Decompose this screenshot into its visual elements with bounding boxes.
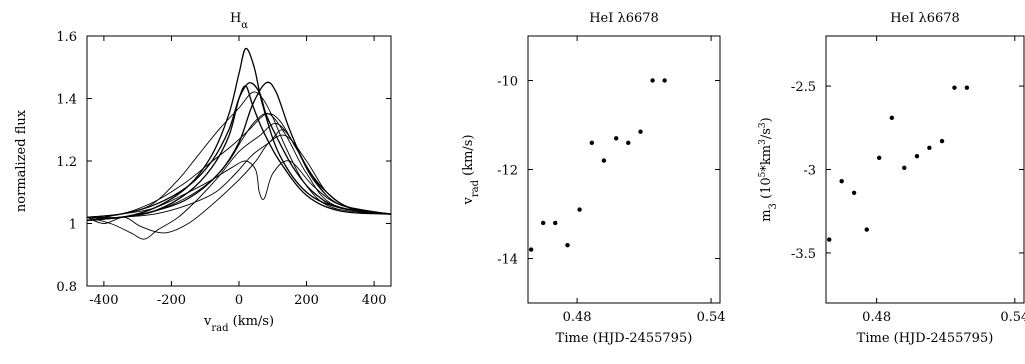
profile-line-10 <box>87 91 391 221</box>
profile-line-2 <box>87 47 391 219</box>
x-tick-label: -400 <box>89 293 118 308</box>
data-point <box>589 140 595 145</box>
y-tick-label: -2.5 <box>791 80 816 95</box>
data-point <box>851 190 857 196</box>
data-point <box>939 138 945 144</box>
chart-panel-1: -400 -200 0 200 400 0.8 1 1.2 1.4 1.6 Hα vrad (km/s… <box>14 11 392 334</box>
y-tick-label: -3 <box>803 164 816 179</box>
profile-line-7 <box>87 134 391 234</box>
profile-line-5 <box>87 160 391 218</box>
data-point <box>565 242 570 248</box>
plot-frame <box>825 35 1025 304</box>
chart-panel-3: 0.48 0.54 -3.5 -3 -2.5 HeI λ6678 Time (HJD-245… <box>758 11 1025 346</box>
x-tick-label: 0.48 <box>862 310 891 325</box>
data-point <box>528 247 534 252</box>
data-layer <box>87 47 391 240</box>
x-tick-label: 0.48 <box>563 310 592 325</box>
x-axis-label: Time (HJD-2455795) <box>857 331 994 346</box>
profile-line-3 <box>87 82 391 218</box>
chart-title: Hα <box>230 11 248 31</box>
data-point <box>553 220 558 226</box>
profile-line-9 <box>87 113 391 218</box>
data-layer <box>528 78 667 252</box>
data-point <box>927 145 932 151</box>
y-tick-label: -14 <box>497 253 518 268</box>
data-point <box>650 78 655 83</box>
data-point <box>839 178 844 184</box>
y-tick-label: -10 <box>497 75 518 90</box>
y-tick-label: -3.5 <box>791 247 816 262</box>
data-point <box>864 227 869 232</box>
y-tick-label: 1.6 <box>56 30 77 45</box>
y-tick-label: -12 <box>497 164 518 179</box>
data-layer <box>827 85 970 242</box>
x-tick-label: 0 <box>235 293 243 308</box>
data-point <box>876 155 882 161</box>
x-tick-label: 200 <box>294 293 319 308</box>
y-axis-label: normalized flux <box>14 109 29 212</box>
data-point <box>613 136 619 141</box>
data-point <box>662 78 667 83</box>
data-point <box>914 153 920 159</box>
y-axis-label: m3 (105*km3/s3) <box>758 117 779 222</box>
data-point <box>577 207 582 212</box>
chart-title: HeI λ6678 <box>890 11 960 26</box>
chart-panel-2: 0.48 0.54 -14 -12 -10 HeI λ6678 Time (HJD-2455… <box>461 11 726 346</box>
profile-line-1 <box>87 85 391 222</box>
y-axis-label: vrad (km/s) <box>461 134 481 205</box>
x-tick-label: 400 <box>362 293 387 308</box>
data-point <box>964 85 970 90</box>
profile-line-6 <box>87 123 391 240</box>
plot-frame <box>527 35 721 304</box>
y-tick-label: 1 <box>69 218 77 233</box>
y-tick-label: 1.4 <box>56 93 77 108</box>
data-point <box>540 220 546 226</box>
profile-line-11 <box>87 112 391 219</box>
x-tick-label: 0.54 <box>697 310 726 325</box>
data-point <box>952 85 957 90</box>
data-point <box>889 115 895 120</box>
data-point <box>626 140 631 145</box>
data-point <box>601 158 607 163</box>
profile-line-8 <box>87 129 391 221</box>
chart-title: HeI λ6678 <box>589 11 659 26</box>
data-point <box>902 165 907 171</box>
x-tick-label: -200 <box>157 293 186 308</box>
x-tick-label: 0.54 <box>1000 310 1025 325</box>
y-tick-label: 0.8 <box>56 280 77 295</box>
y-tick-label: 1.2 <box>56 155 77 170</box>
x-axis-label: Time (HJD-2455795) <box>556 331 693 346</box>
data-point <box>827 237 832 242</box>
x-axis-label: vrad (km/s) <box>203 314 274 334</box>
data-point <box>638 129 643 134</box>
